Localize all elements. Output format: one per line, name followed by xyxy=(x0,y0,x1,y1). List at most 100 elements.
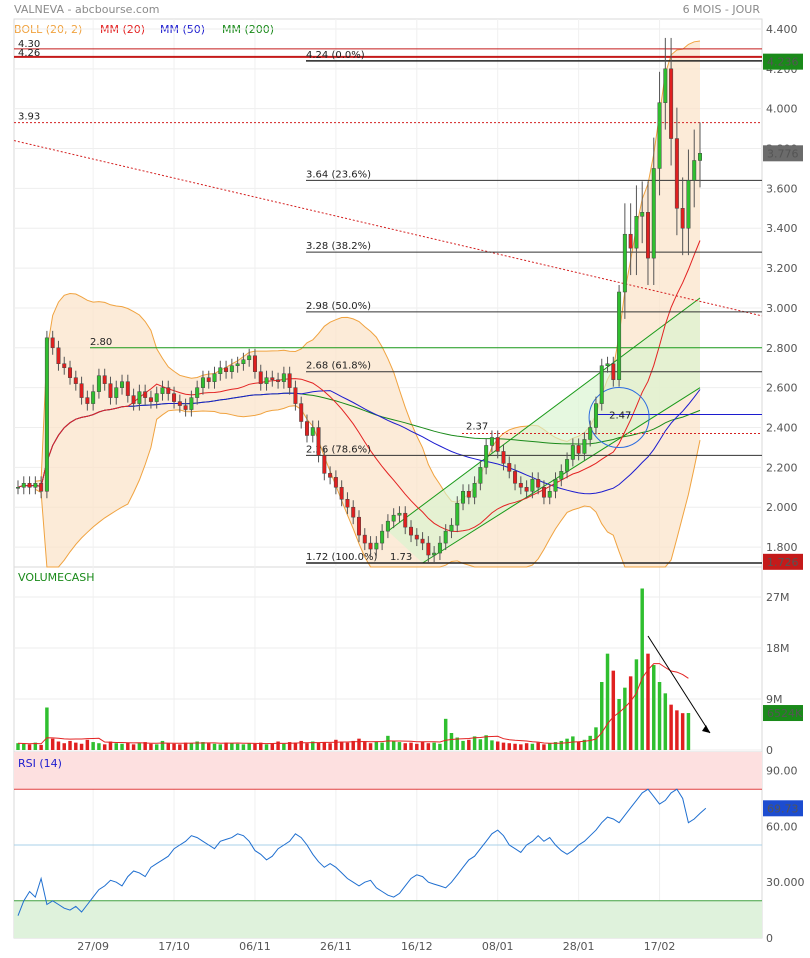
candle xyxy=(333,470,338,495)
x-tick-label: 17/02 xyxy=(644,940,676,953)
candle-down xyxy=(403,512,408,528)
candle xyxy=(16,480,20,495)
volume-arrow-line xyxy=(647,635,711,734)
candle-down xyxy=(645,212,650,259)
candle-up xyxy=(397,512,402,516)
fib-label: 2.26 (78.6%) xyxy=(306,444,371,455)
candle-down xyxy=(183,405,188,410)
volume-bar-up xyxy=(605,653,610,750)
volume-bar-down xyxy=(270,743,275,750)
volume-bar-down xyxy=(166,743,171,750)
volume-bar-down xyxy=(426,743,431,750)
descending-trendline xyxy=(13,140,763,317)
candle xyxy=(559,464,564,487)
candle-up xyxy=(530,479,535,492)
volume-arrow-head xyxy=(702,725,710,733)
volume-bar-up xyxy=(282,743,286,750)
candle xyxy=(443,524,448,551)
rsi-tick-label: 0 xyxy=(766,932,773,945)
candle xyxy=(299,396,304,429)
volume-bar-up xyxy=(449,733,454,750)
volume-bar-down xyxy=(675,710,679,750)
high-badge-text: 4.236 xyxy=(767,56,799,69)
candle xyxy=(501,444,506,471)
candle-down xyxy=(125,381,130,396)
candle xyxy=(218,360,223,381)
candle-down xyxy=(328,473,333,478)
candle-up xyxy=(154,393,159,402)
candle xyxy=(62,356,67,375)
candle xyxy=(143,384,148,405)
volume-bar-up xyxy=(45,707,49,750)
candle xyxy=(264,370,269,391)
price-tick-label: 3.400 xyxy=(766,222,798,235)
candle xyxy=(409,520,414,543)
volume-bar-down xyxy=(363,742,367,750)
candle xyxy=(588,420,593,447)
volume-bar-up xyxy=(386,735,390,750)
rsi-line xyxy=(17,788,707,916)
volume-bar-down xyxy=(259,742,263,750)
candle xyxy=(96,368,101,399)
volume-bar-up xyxy=(623,687,627,750)
volume-bar-down xyxy=(143,742,147,750)
volume-bar-up xyxy=(160,740,165,750)
candle xyxy=(212,366,217,389)
volume-bar-up xyxy=(380,742,384,750)
price-tick-label: 4.400 xyxy=(766,23,798,36)
fill-layer xyxy=(35,40,701,568)
candle-up xyxy=(472,483,477,498)
candle-up xyxy=(651,168,656,259)
candle xyxy=(114,380,119,405)
candle xyxy=(79,376,84,405)
candle-down xyxy=(524,487,529,492)
volume-last-badge: 6524K xyxy=(763,705,803,722)
fib-label: 1.72 (100.0%) xyxy=(306,552,377,563)
volume-bar-down xyxy=(108,741,113,750)
volume-bar-down xyxy=(183,742,188,750)
volume-last-badge-text: 6524K xyxy=(767,707,803,720)
volume-layer xyxy=(16,588,711,750)
candle-down xyxy=(148,397,153,402)
candle-up xyxy=(44,337,49,492)
rsi-overbought-zone xyxy=(14,752,762,790)
candle-layer xyxy=(16,37,702,563)
volume-bar-down xyxy=(299,740,303,750)
resistance-label-3-93: 3.93 xyxy=(18,112,40,123)
candle xyxy=(645,181,650,286)
candle xyxy=(634,185,639,276)
volume-bar-down xyxy=(328,743,332,750)
volume-tick-label: 9M xyxy=(766,693,783,706)
candle xyxy=(322,448,327,481)
candle-up xyxy=(553,479,558,492)
candle-down xyxy=(177,401,182,406)
volume-bar-down xyxy=(50,738,55,750)
candle-up xyxy=(391,514,396,522)
volume-bar-up xyxy=(241,744,246,750)
volume-panel-title: VOLUMECASH xyxy=(18,571,95,584)
candle xyxy=(50,330,55,355)
candle xyxy=(674,107,679,236)
candle-down xyxy=(362,534,367,544)
volume-bar-down xyxy=(415,743,419,750)
candle xyxy=(235,356,240,373)
trend-channel-fill xyxy=(387,297,700,564)
candle xyxy=(27,476,32,495)
candle xyxy=(432,546,437,563)
candle-down xyxy=(611,363,616,380)
candle xyxy=(166,380,171,401)
resistance-label-4-30: 4.30 xyxy=(18,39,40,50)
volume-bar-up xyxy=(617,699,621,750)
volume-bar-up xyxy=(195,741,199,750)
candle xyxy=(160,380,165,401)
candle xyxy=(449,518,454,539)
candle xyxy=(617,285,622,387)
candle xyxy=(530,472,535,499)
volume-bar-down xyxy=(357,738,361,750)
volume-bar-up xyxy=(478,739,483,750)
candle-up xyxy=(657,102,662,169)
candle xyxy=(478,460,483,491)
volume-bar-down xyxy=(56,741,61,750)
volume-bar-down xyxy=(524,743,529,750)
